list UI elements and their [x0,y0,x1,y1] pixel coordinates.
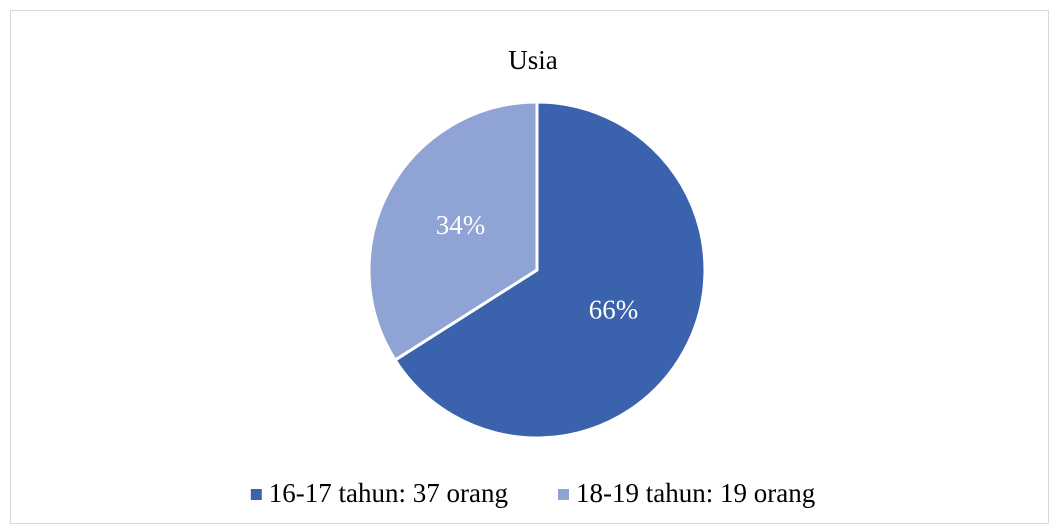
legend-label: 16-17 tahun: 37 orang [269,478,508,508]
data-label: 66% [589,294,639,324]
legend-label: 18-19 tahun: 19 orang [576,478,815,508]
legend-swatch [558,489,569,500]
chart-title: Usia [508,45,558,75]
pie-slice [393,100,707,440]
legend-swatch [250,489,262,500]
data-label: 34% [436,210,486,240]
pie-slice [367,100,539,363]
